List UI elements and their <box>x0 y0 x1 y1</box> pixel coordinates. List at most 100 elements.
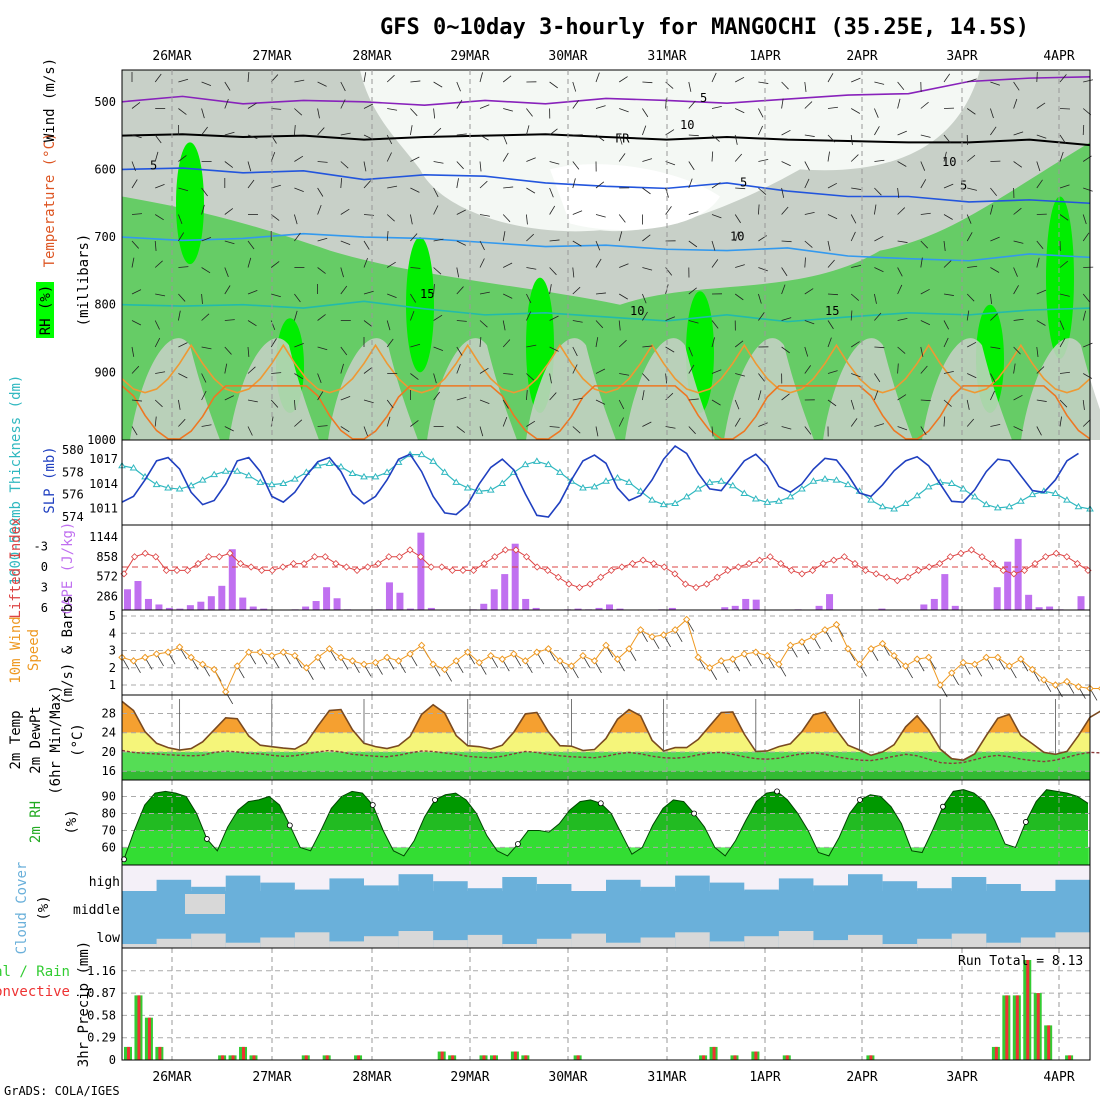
upper-wind-barb <box>386 338 394 348</box>
upper-wind-barb <box>734 399 740 410</box>
upper-wind-barb <box>943 240 946 251</box>
cape-bar <box>490 589 498 610</box>
cape-bar <box>249 606 257 610</box>
upper-wind-barb <box>990 424 1001 427</box>
upper-wind-barb <box>618 153 626 162</box>
upper-wind-barb <box>363 240 370 250</box>
lifted-index-point <box>289 560 298 568</box>
upper-wind-barb <box>317 127 325 136</box>
upper-wind-barb <box>549 284 552 295</box>
thickness-point <box>486 486 495 493</box>
upper-wind-barb <box>340 285 348 295</box>
wind-speed-point <box>844 645 852 653</box>
cloud-low-gap <box>986 942 1021 948</box>
upper-wind-barb <box>850 214 857 224</box>
date-label-bottom: 31MAR <box>647 1070 686 1085</box>
precip-convective-bar <box>524 1055 528 1060</box>
upper-wind-barb <box>781 129 791 136</box>
lifted-index-point <box>989 560 997 568</box>
temp-tick-label: 24 <box>102 726 116 740</box>
upper-wind-barb <box>387 185 398 189</box>
thickness-point <box>463 483 472 491</box>
upper-wind-barb <box>1083 187 1093 192</box>
upper-wind-barb <box>201 390 207 401</box>
cape-bar <box>826 594 834 610</box>
wind-speed-point <box>187 653 195 662</box>
cape-bar <box>1025 594 1033 610</box>
wind-speed-point <box>245 648 253 656</box>
cloud-low-gap <box>502 944 537 948</box>
lifted-index-point <box>607 566 615 574</box>
wind-axis-label-c: (m/s) & Barbs <box>60 595 76 705</box>
date-label-bottom: 29MAR <box>450 1070 489 1085</box>
upper-wind-barb <box>711 151 714 162</box>
upper-wind-barb <box>294 125 296 136</box>
upper-wind-barb <box>1082 419 1091 427</box>
upper-wind-barb <box>943 134 951 144</box>
lifted-index-point <box>1042 553 1050 561</box>
upper-wind-barb <box>201 346 212 350</box>
wind-speed-point <box>855 660 864 669</box>
upper-wind-barb <box>317 81 327 87</box>
upper-wind-barb <box>131 257 135 268</box>
upper-wind-barb <box>595 337 599 348</box>
wind-speed-point <box>878 639 887 648</box>
slp-thickness-panel: 580 578 576 574 1017 1014 1011 <box>62 439 1094 526</box>
upper-wind-barb <box>340 267 344 278</box>
upper-wind-barb <box>502 152 509 162</box>
lifted-index-point <box>798 570 806 578</box>
lifted-index-point <box>872 570 880 578</box>
upper-wind-barb <box>433 373 437 384</box>
upper-wind-barb <box>618 231 623 242</box>
upper-wind-barb <box>201 108 205 119</box>
upper-wind-barb <box>131 102 141 109</box>
upper-wind-barb <box>758 267 768 272</box>
upper-wind-barb <box>387 293 397 298</box>
upper-wind-barb <box>526 373 535 381</box>
upper-wind-barb <box>758 293 762 304</box>
cape-bar <box>668 607 676 610</box>
lifted-index-point <box>131 553 139 561</box>
wind-speed-point <box>671 626 679 634</box>
dewpoint-line <box>121 749 1100 765</box>
upper-wind-barb <box>1059 399 1068 408</box>
upper-wind-barb <box>549 239 560 242</box>
upper-wind-barb <box>201 237 212 242</box>
upper-wind-barb <box>178 266 189 268</box>
upper-wind-barb <box>155 371 166 374</box>
upper-wind-barb <box>154 134 162 144</box>
thickness-point <box>1016 497 1025 504</box>
upper-wind-barb <box>433 284 435 295</box>
upper-wind-barb <box>201 424 212 427</box>
cape-bar <box>312 601 320 610</box>
lifted-index-point <box>883 573 891 581</box>
upper-wind-barb <box>642 345 653 348</box>
upper-wind-barb <box>966 310 970 321</box>
upper-wind-barb <box>479 367 489 374</box>
upper-wind-barb <box>1013 363 1016 374</box>
upper-wind-barb <box>804 257 806 268</box>
upper-wind-barb <box>874 204 877 215</box>
wind-speed-point <box>752 648 760 656</box>
lifted-index-point <box>215 553 223 561</box>
upper-wind-barb <box>595 292 606 295</box>
thickness-point <box>613 473 622 481</box>
upper-wind-barb <box>943 399 952 407</box>
upper-wind-barb <box>897 284 903 295</box>
precip-legend-total: Total / Rain <box>0 964 70 980</box>
rh-point <box>939 803 946 810</box>
lifted-index-point <box>756 556 764 564</box>
upper-wind-barb <box>386 214 395 222</box>
temp-axis-label-c: (6hr Min/Max) <box>48 685 64 795</box>
upper-wind-barb <box>154 214 164 221</box>
upper-wind-barb <box>619 108 629 113</box>
upper-wind-barb <box>966 418 975 427</box>
cape-bar <box>993 587 1001 610</box>
precip-tick-label: 0.29 <box>87 1031 116 1045</box>
upper-wind-barb <box>688 81 692 92</box>
cloud-high-block <box>329 878 364 891</box>
upper-wind-barb <box>294 108 303 116</box>
upper-wind-barb <box>201 293 203 304</box>
thickness-point <box>164 483 172 491</box>
wind-speed-point <box>1074 683 1083 691</box>
